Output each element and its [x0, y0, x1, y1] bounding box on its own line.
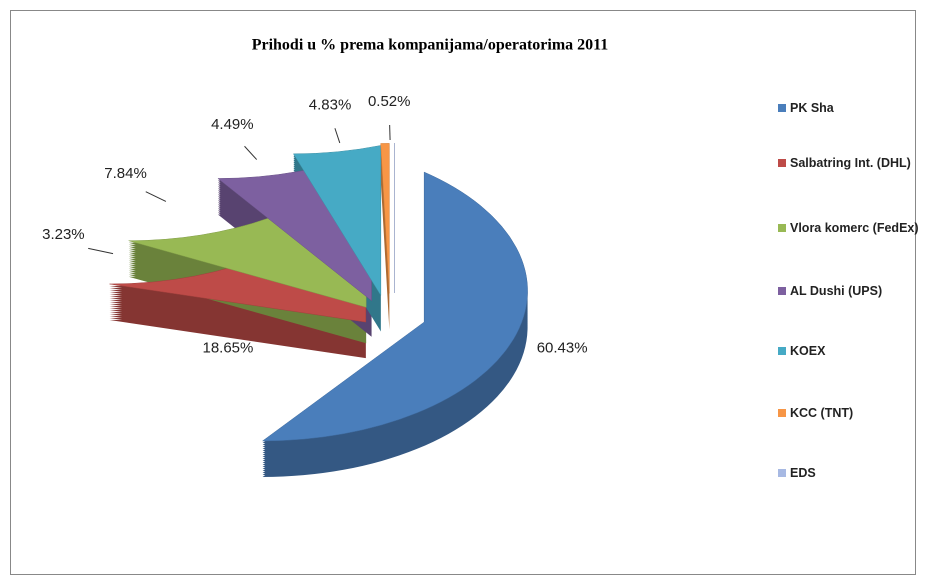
legend-label: AL Dushi (UPS) [790, 284, 883, 298]
legend-swatch [778, 104, 786, 112]
leader-line [334, 128, 341, 144]
chart-title: Prihodi u % prema kompanijama/operatorim… [252, 37, 609, 54]
legend-label: KOEX [790, 344, 826, 358]
value-label: 0.52% [368, 93, 411, 110]
value-label: 4.83% [309, 96, 352, 113]
value-label: 7.84% [104, 165, 147, 182]
legend-item: Salbatring Int. (DHL) [778, 155, 920, 172]
legend-item: Vlora komerc (FedEx) [778, 220, 920, 237]
legend-label: Salbatring Int. (DHL) [790, 156, 911, 170]
legend-label: PK Sha [790, 101, 834, 115]
leader-line [88, 247, 114, 255]
legend-item: KOEX [778, 343, 920, 360]
legend-swatch [778, 224, 786, 232]
legend-item: KCC (TNT) [778, 405, 920, 422]
legend-label: KCC (TNT) [790, 406, 854, 420]
legend-swatch [778, 287, 786, 295]
value-label: 3.23% [42, 226, 85, 243]
legend-swatch [778, 159, 786, 167]
leader-line [145, 191, 167, 202]
value-label: 18.65% [202, 340, 253, 357]
chart-frame [10, 10, 916, 575]
legend-swatch [778, 469, 786, 477]
value-label: 60.43% [537, 340, 588, 357]
legend-item: AL Dushi (UPS) [778, 283, 920, 300]
legend-item: EDS [778, 465, 920, 482]
legend-label: Vlora komerc (FedEx) [790, 221, 919, 235]
value-label: 4.49% [211, 116, 254, 133]
slice [261, 171, 528, 442]
leader-line [244, 145, 258, 160]
legend-item: PK Sha [778, 100, 920, 117]
legend-swatch [778, 347, 786, 355]
legend-swatch [778, 409, 786, 417]
legend-label: EDS [790, 466, 816, 480]
slice [380, 143, 390, 294]
